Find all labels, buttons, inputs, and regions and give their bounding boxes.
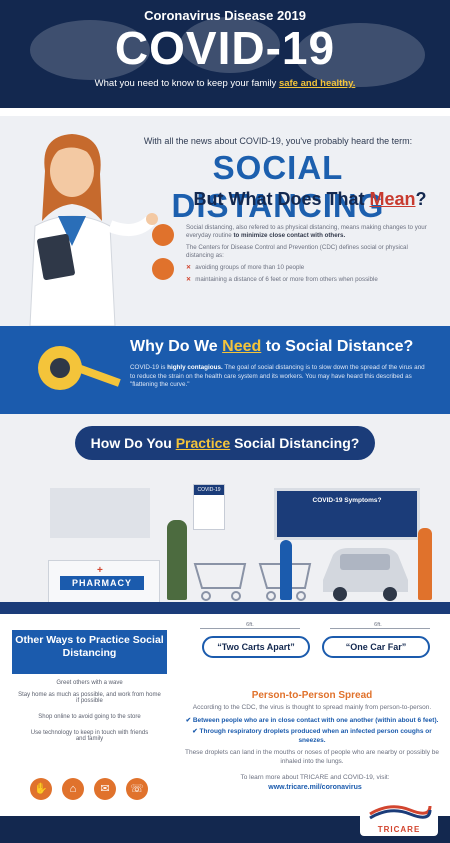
doctor-illustration xyxy=(29,134,158,326)
other-ways-item: Use technology to keep in touch with fri… xyxy=(30,730,149,742)
tape-measure-icon xyxy=(38,346,121,390)
pharmacy-sign: PHARMACY xyxy=(60,576,144,590)
red-cross-icon: + xyxy=(97,565,103,576)
bullet-item: ✕ avoiding groups of more than 10 people xyxy=(186,264,305,271)
social-distancing-section: With all the news about COVID-19, you've… xyxy=(0,116,450,326)
definition-paragraph: Social distancing, also refered to as ph… xyxy=(186,224,427,239)
car-illustration xyxy=(323,548,408,601)
other-ways-title: Other Ways to Practice Social Distancing xyxy=(12,630,167,674)
one-car-far-label: “One Car Far” xyxy=(322,636,430,658)
shopper-figure xyxy=(418,528,432,600)
shopping-carts xyxy=(193,563,312,601)
person-in-uniform xyxy=(167,520,187,600)
measure-line xyxy=(200,628,300,629)
x-mark-icon: ✕ xyxy=(186,276,192,283)
check-icon: ✔ xyxy=(185,716,193,724)
header-pretitle: Coronavirus Disease 2019 xyxy=(144,8,306,23)
other-ways-item: Stay home as much as possible, and work … xyxy=(18,692,161,704)
social-distancing-title: SOCIAL DISTANCING xyxy=(171,149,385,224)
learn-more-text: To learn more about TRICARE and COVID-19… xyxy=(240,774,390,781)
other-ways-list: Greet others with a wave Stay home as mu… xyxy=(12,674,167,764)
header-divider xyxy=(0,108,450,116)
other-ways-item: Greet others with a wave xyxy=(56,680,123,686)
intro-text: With all the news about COVID-19, you've… xyxy=(143,136,413,146)
spread-bullet: ✔ Between people who are in close contac… xyxy=(185,716,439,724)
info-poster: COVID-19 xyxy=(193,484,225,530)
tricare-logo-text: TRICARE xyxy=(377,825,421,834)
header-banner: Coronavirus Disease 2019 COVID-19 What y… xyxy=(0,0,450,108)
tricare-logo: TRICARE xyxy=(360,800,438,836)
why-section: Why Do We Need to Social Distance? COVID… xyxy=(0,326,450,414)
tv-frame: COVID-19 Symptoms? xyxy=(274,488,420,540)
spread-bullet: ✔ Through respiratory droplets produced … xyxy=(192,728,432,744)
cars-measurement: 6ft. xyxy=(374,622,382,628)
person-to-person-paragraph: According to the CDC, the virus is thoug… xyxy=(192,704,432,711)
tv-screen: COVID-19 Symptoms? xyxy=(277,491,417,537)
header-title: COVID-19 xyxy=(114,22,336,74)
wave-hand-icon: ✋ xyxy=(30,778,52,800)
tv-label: COVID-19 Symptoms? xyxy=(312,497,382,504)
phone-icon: ☏ xyxy=(126,778,148,800)
header-tagline: What you need to know to keep your famil… xyxy=(94,78,356,89)
person-to-person-section: Person-to-Person Spread According to the… xyxy=(178,690,446,766)
carts-measurement: 6ft. xyxy=(246,622,254,628)
tricare-link[interactable]: www.tricare.mil/coronavirus xyxy=(268,784,362,791)
shopping-cart-icon: ✉ xyxy=(94,778,116,800)
check-icon: ✔ xyxy=(192,728,200,735)
bullet-item: ✕ maintaining a distance of 6 feet or mor… xyxy=(186,276,378,283)
distance-badge-icon xyxy=(152,258,174,280)
person-to-person-title: Person-to-Person Spread xyxy=(251,690,373,701)
meaning-question: But What Does That Mean? xyxy=(193,189,427,209)
cdc-paragraph: The Centers for Disease Control and Prev… xyxy=(186,244,408,259)
flag-swoosh-icon xyxy=(369,805,432,820)
home-icon: ⌂ xyxy=(62,778,84,800)
floor-strip xyxy=(0,602,450,614)
why-title: Why Do We Need to Social Distance? xyxy=(130,338,414,355)
two-carts-apart-label: “Two Carts Apart” xyxy=(202,636,310,658)
poster-label: COVID-19 xyxy=(194,485,224,495)
droplets-paragraph: These droplets can land in the mouths or… xyxy=(184,749,439,765)
measure-line xyxy=(330,628,430,629)
why-paragraph: COVID-19 is highly contagious. The goal … xyxy=(130,364,425,388)
practice-title-pill: How Do You Practice Social Distancing? xyxy=(75,426,375,460)
x-mark-icon: ✕ xyxy=(186,264,192,271)
shopper-figure xyxy=(280,540,292,600)
pharmacy-shelves xyxy=(50,488,150,538)
world-map-graphic xyxy=(30,17,425,87)
other-ways-item: Shop online to avoid going to the store xyxy=(38,714,141,720)
people-group-icon xyxy=(152,224,174,246)
